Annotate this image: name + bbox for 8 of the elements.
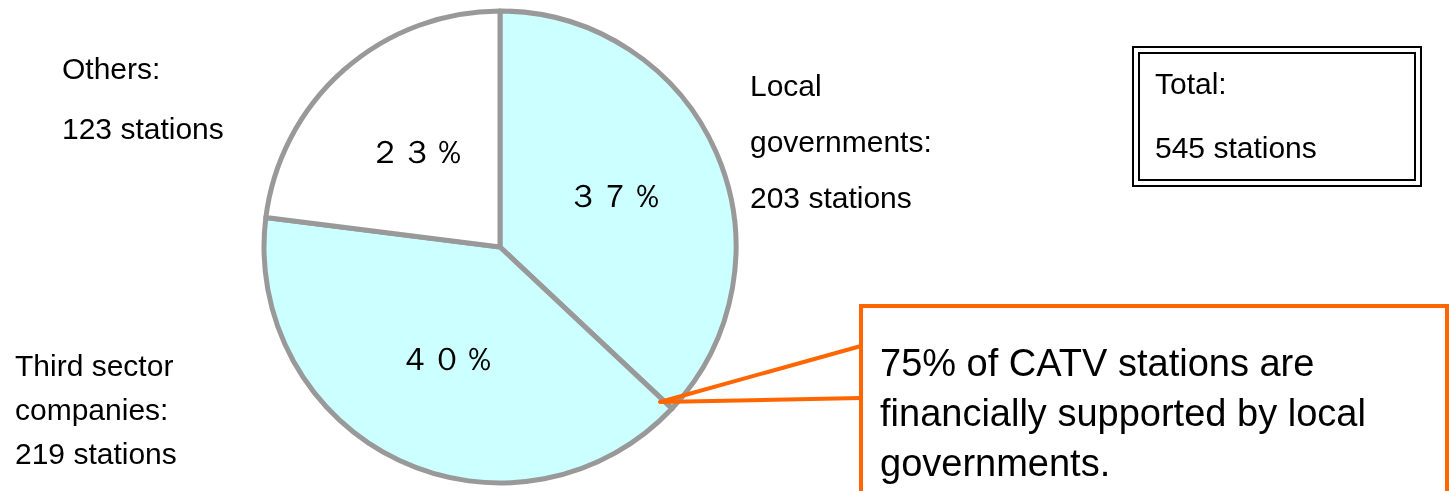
data-label: ３７％ [566,178,663,215]
slice-label: Third sector companies: 219 stations [15,349,177,470]
data-label: ２３％ [369,134,466,171]
text: Total: 545 stations [1155,67,1317,164]
data-label: ４０％ [398,341,495,378]
text: 75% of CATV stations are financially supported by local governments. [880,342,1366,484]
slice-label: Local governments: 203 stations [750,69,932,214]
slice-label: Others: 123 stations [62,52,224,145]
